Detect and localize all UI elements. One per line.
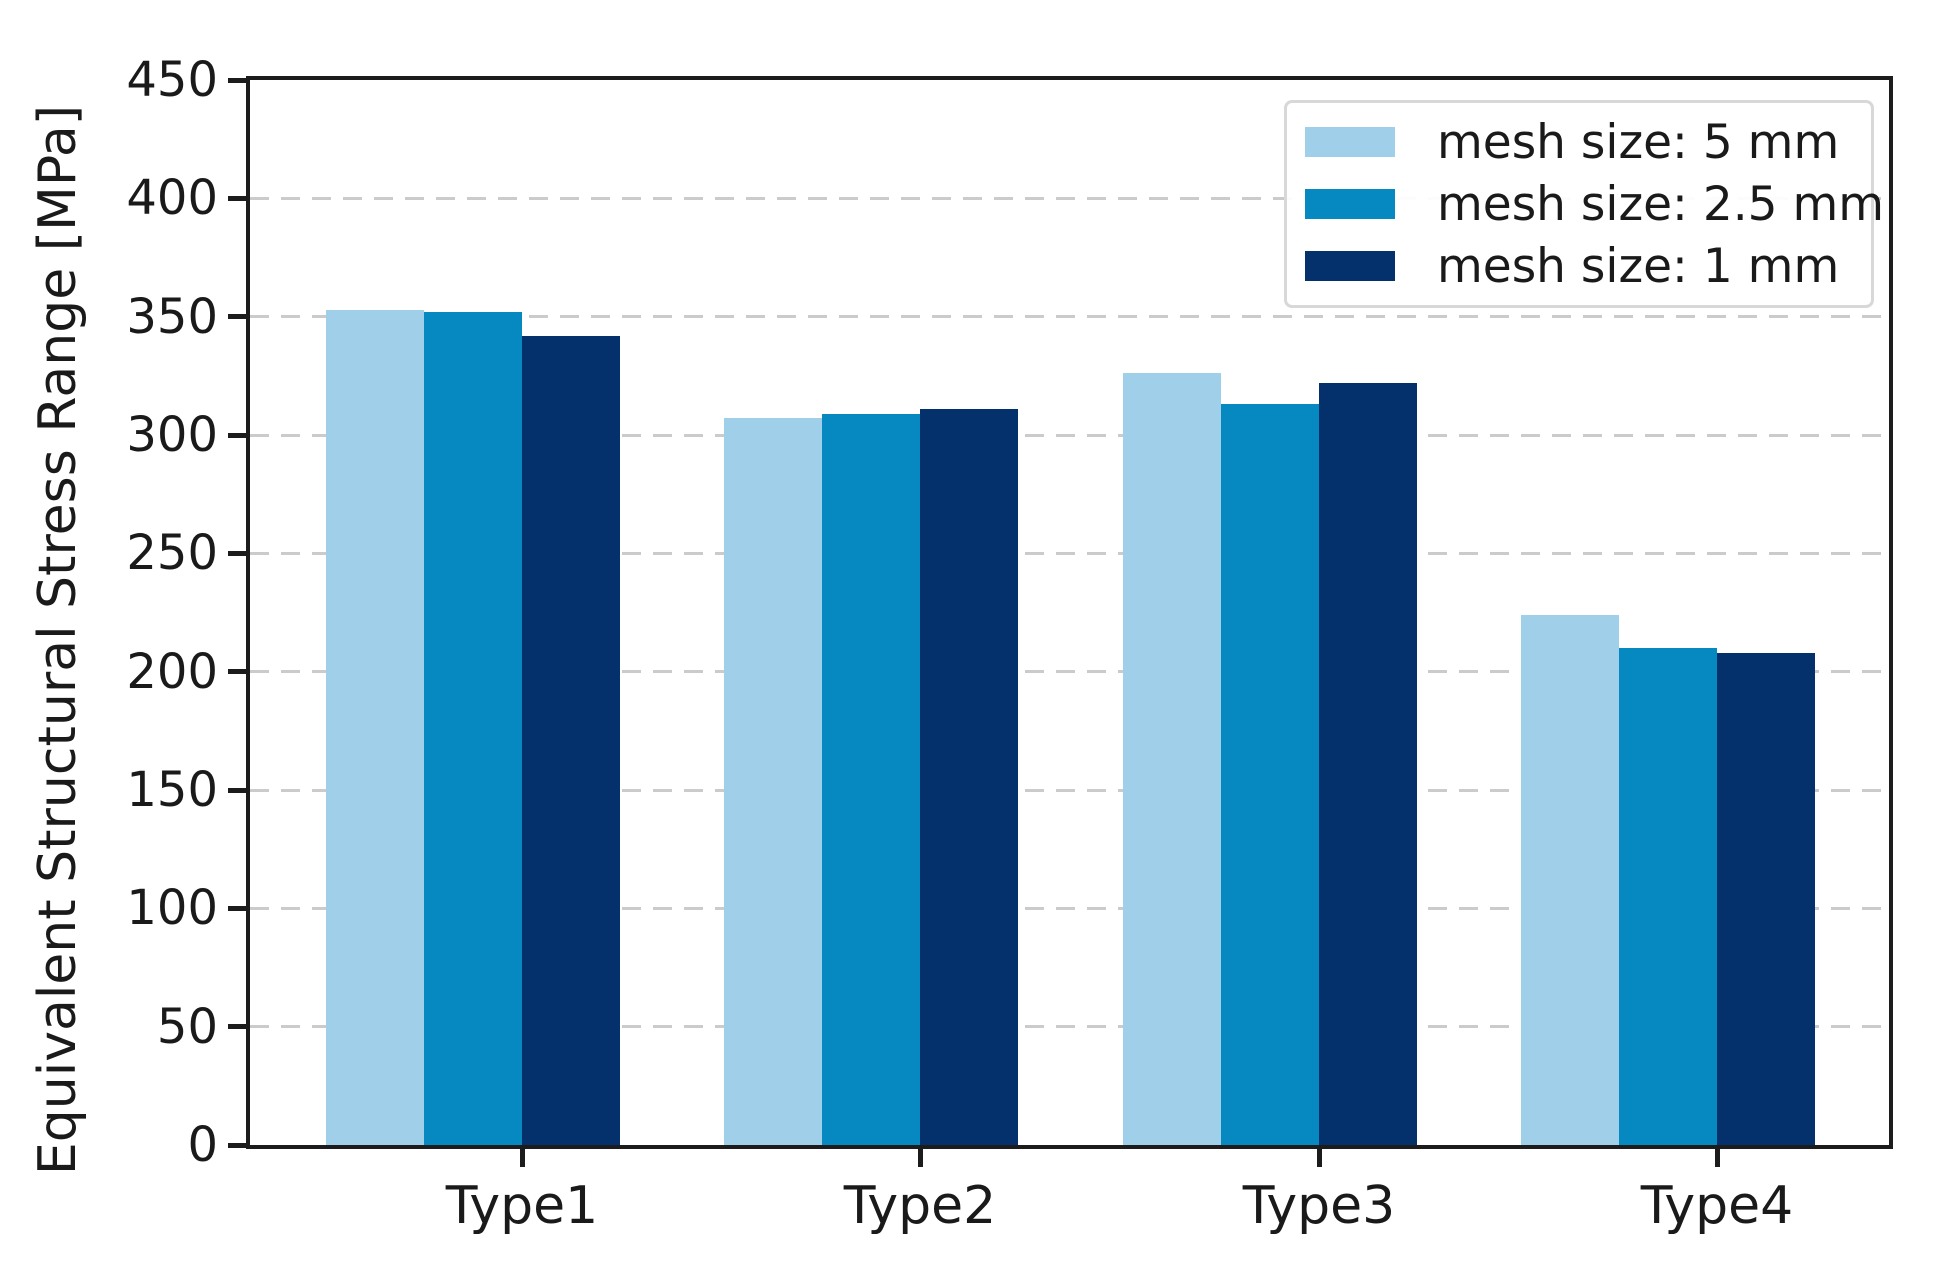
y-tick-label-300: 300 — [126, 407, 218, 463]
y-tick-mark-50 — [228, 1024, 247, 1030]
bar-type3-series3 — [1319, 382, 1417, 1145]
y-tick-label-400: 400 — [126, 170, 218, 227]
gridline-300 — [250, 433, 1889, 437]
y-tick-mark-350 — [228, 314, 247, 320]
gridline-150 — [250, 788, 1889, 792]
gridline-400 — [250, 196, 1889, 200]
x-tick-mark-type2 — [917, 1148, 923, 1167]
legend-swatch-icon — [1305, 127, 1395, 157]
legend-row-2: mesh size: 2.5 mm — [1287, 177, 1884, 232]
plot-inner — [250, 80, 1889, 1145]
y-tick-label-150: 150 — [126, 762, 218, 818]
bar-type4-series2 — [1619, 648, 1717, 1145]
legend-label: mesh size: 1 mm — [1437, 238, 1840, 294]
bar-type1-series3 — [522, 335, 620, 1145]
bar-type4-series1 — [1521, 614, 1619, 1145]
y-tick-mark-250 — [228, 550, 247, 556]
y-tick-mark-150 — [228, 787, 247, 793]
y-tick-label-100: 100 — [126, 880, 218, 937]
bar-type3-series1 — [1123, 373, 1221, 1145]
legend-row-3: mesh size: 1 mm — [1287, 239, 1871, 294]
y-tick-mark-400 — [228, 195, 247, 201]
bar-type2-series3 — [920, 408, 1018, 1145]
y-tick-mark-100 — [228, 905, 247, 911]
bar-type1-series2 — [424, 311, 522, 1145]
y-tick-label-250: 250 — [126, 525, 218, 582]
legend: mesh size: 5 mm mesh size: 2.5 mm mesh siz… — [1284, 100, 1884, 308]
legend-label: mesh size: 2.5 mm — [1437, 176, 1885, 232]
bar-type4-series3 — [1717, 652, 1815, 1145]
y-tick-label-0: 0 — [187, 1117, 218, 1173]
y-tick-mark-200 — [228, 669, 247, 675]
bar-type3-series2 — [1221, 404, 1319, 1145]
bar-type1-series1 — [326, 309, 424, 1145]
bar-type2-series1 — [724, 418, 822, 1145]
bar-type2-series2 — [822, 413, 920, 1145]
x-tick-mark-type3 — [1316, 1148, 1322, 1167]
y-tick-mark-0 — [228, 1142, 247, 1148]
gridline-350 — [250, 315, 1889, 319]
y-tick-mark-450 — [228, 77, 247, 83]
x-tick-label-type2: Type2 — [843, 1176, 997, 1236]
y-tick-label-350: 350 — [126, 288, 218, 345]
legend-swatch-icon — [1305, 251, 1395, 281]
gridline-250 — [250, 551, 1889, 555]
gridline-200 — [250, 670, 1889, 674]
y-tick-mark-300 — [228, 432, 247, 438]
gridline-50 — [250, 1025, 1889, 1029]
y-tick-label-50: 50 — [156, 998, 218, 1055]
legend-swatch-icon — [1305, 189, 1395, 219]
x-tick-label-type1: Type1 — [445, 1176, 599, 1236]
legend-row-1: mesh size: 5 mm — [1287, 115, 1871, 170]
x-tick-label-type3: Type3 — [1242, 1176, 1396, 1236]
y-tick-label-450: 450 — [126, 52, 218, 108]
x-tick-mark-type4 — [1714, 1148, 1720, 1167]
gridline-100 — [250, 906, 1889, 910]
legend-label: mesh size: 5 mm — [1437, 114, 1840, 170]
x-tick-mark-type1 — [519, 1148, 525, 1167]
y-tick-label-200: 200 — [126, 643, 218, 700]
x-tick-label-type4: Type4 — [1640, 1176, 1794, 1236]
